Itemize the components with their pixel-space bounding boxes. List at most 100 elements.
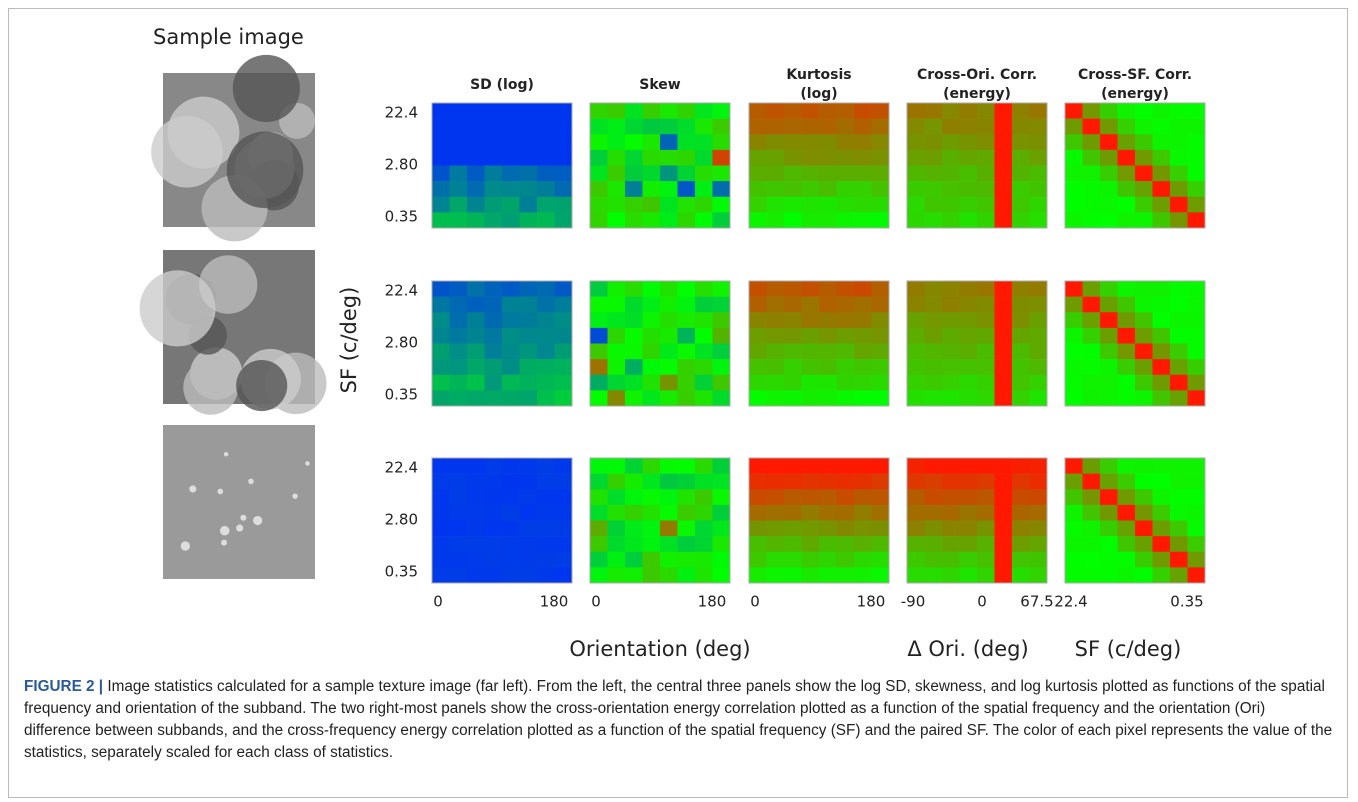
heatmap-cell: [1065, 504, 1083, 521]
heatmap-cell: [677, 374, 696, 391]
heatmap-cell: [590, 312, 608, 329]
heatmap-cell: [959, 118, 978, 135]
heatmap-cell: [449, 567, 468, 584]
heatmap-cell: [502, 343, 520, 360]
heatmap-cell: [766, 567, 785, 584]
x-tick-label: 67.5: [1020, 593, 1053, 611]
heatmap-cell: [712, 327, 731, 344]
heatmap-cell: [467, 312, 485, 329]
heatmap-cell: [554, 281, 573, 297]
sample-texture: [248, 478, 254, 485]
heatmap-cell: [554, 567, 573, 584]
heatmap-cell: [484, 390, 503, 407]
sample-texture: [189, 485, 197, 493]
heatmap-cell: [607, 536, 626, 553]
heatmap-cell: [1082, 536, 1101, 553]
heatmap-cell: [977, 165, 995, 182]
heatmap-cell: [749, 359, 767, 376]
heatmap-cell: [519, 312, 538, 329]
heatmap-cell: [836, 390, 855, 407]
heatmap-cell: [660, 327, 678, 344]
heatmap-cell: [537, 489, 555, 506]
heatmap-cell: [1012, 504, 1030, 521]
heatmap-cell: [907, 196, 925, 213]
heatmap-cell: [677, 196, 696, 213]
heatmap-cell: [449, 103, 468, 119]
heatmap-cell: [784, 458, 802, 474]
x-tick-label: 180: [540, 593, 569, 611]
heatmap-cell: [1187, 103, 1206, 119]
panel-title: (log): [800, 86, 837, 102]
heatmap-cell: [1012, 212, 1030, 229]
heatmap-cell: [537, 504, 555, 521]
heatmap-cell: [712, 312, 731, 329]
heatmap-cell: [1135, 296, 1153, 313]
heatmap-cell: [959, 520, 978, 537]
heatmap-cell: [432, 327, 450, 344]
heatmap-cell: [537, 149, 555, 166]
heatmap-cell: [449, 165, 468, 182]
heatmap-cell: [924, 374, 943, 391]
heatmap-cell: [819, 374, 837, 391]
heatmap-cell: [784, 489, 802, 506]
heatmap-cell: [766, 327, 785, 344]
heatmap-cell: [590, 165, 608, 182]
heatmap-cell: [959, 567, 978, 584]
panel-border: [748, 280, 890, 407]
heatmap-cell: [1117, 489, 1136, 506]
heatmap-cell: [607, 489, 626, 506]
heatmap-cell: [677, 281, 696, 297]
heatmap-cell: [712, 134, 731, 151]
heatmap-cell: [836, 327, 855, 344]
heatmap-cell: [942, 567, 960, 584]
heatmap-cell: [924, 327, 943, 344]
heatmap-cell: [607, 134, 626, 151]
heatmap-cell: [712, 281, 731, 297]
heatmap-cell: [977, 134, 995, 151]
heatmap-cell: [1082, 281, 1101, 297]
heatmap-cell: [449, 390, 468, 407]
heatmap-cell: [994, 296, 1013, 313]
heatmap-cell: [819, 103, 837, 119]
heatmap-cell: [484, 312, 503, 329]
panel-title: (energy): [1101, 86, 1169, 102]
heatmap-cell: [642, 212, 661, 229]
heatmap-cell: [1152, 489, 1171, 506]
heatmap-cell: [977, 374, 995, 391]
heatmap-cell: [1029, 149, 1048, 166]
heatmap-cell: [801, 390, 820, 407]
heatmap-cell: [1082, 327, 1101, 344]
heatmap-cell: [871, 212, 890, 229]
heatmap-cell: [977, 473, 995, 490]
heatmap-cell: [695, 473, 713, 490]
heatmap-cell: [801, 281, 820, 297]
heatmap-cell: [1012, 296, 1030, 313]
heatmap-cell: [854, 212, 872, 229]
heatmap-cell: [819, 343, 837, 360]
heatmap-cell: [907, 536, 925, 553]
sample-texture: [236, 359, 288, 412]
heatmap-cell: [959, 134, 978, 151]
heatmap-cell: [677, 567, 696, 584]
heatmap-cell: [977, 520, 995, 537]
sample-texture: [217, 488, 224, 495]
heatmap-cell: [1082, 181, 1101, 198]
heatmap-cell: [749, 567, 767, 584]
heatmap-cell: [766, 390, 785, 407]
heatmap-cell: [625, 165, 643, 182]
heatmap-cell: [1029, 118, 1048, 135]
heatmap-cell: [871, 165, 890, 182]
heatmap-cell: [590, 536, 608, 553]
heatmap-cell: [871, 536, 890, 553]
heatmap-cell: [784, 118, 802, 135]
heatmap-cell: [836, 149, 855, 166]
heatmap-cell: [1135, 567, 1153, 584]
heatmap-cell: [1117, 359, 1136, 376]
heatmap-cell: [519, 567, 538, 584]
heatmap-cell: [642, 458, 661, 474]
heatmap-cell: [607, 327, 626, 344]
heatmap-cell: [625, 296, 643, 313]
heatmap-cell: [1029, 281, 1048, 297]
heatmap-cell: [977, 181, 995, 198]
heatmap-cell: [519, 374, 538, 391]
